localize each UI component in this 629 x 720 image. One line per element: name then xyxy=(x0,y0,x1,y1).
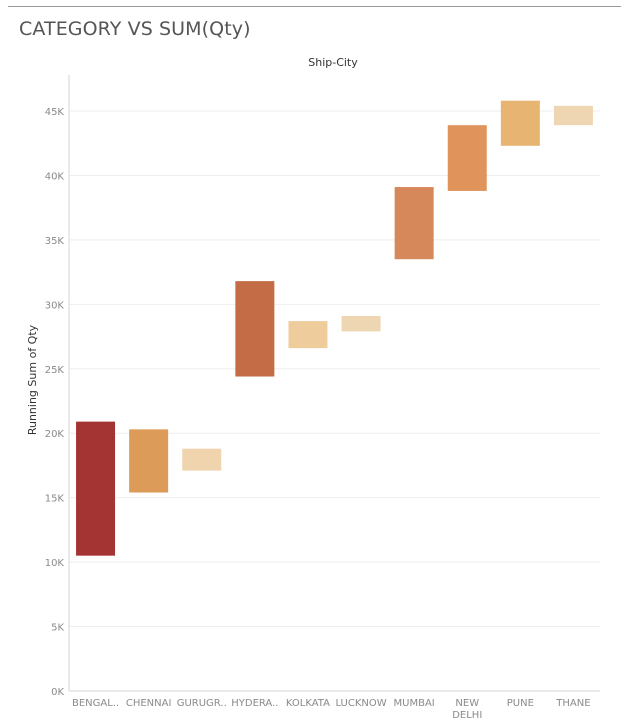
column-header: Ship-City xyxy=(308,56,358,69)
y-axis-label: Running Sum of Qty xyxy=(26,324,39,435)
bar[interactable] xyxy=(447,125,487,191)
labels: 0K 5K 10K 15K 20K 25K 30K 35K 40K 45K BENGAL.. CHEN… xyxy=(45,107,591,720)
x-category-label: NEW xyxy=(455,698,479,709)
x-category-label: BENGAL.. xyxy=(72,698,119,709)
x-category-label: MUMBAI xyxy=(394,698,435,709)
x-category-label: PUNE xyxy=(507,698,534,709)
axes xyxy=(68,75,600,692)
top-divider xyxy=(8,6,621,7)
bar[interactable] xyxy=(76,421,116,556)
x-category-label: HYDERA.. xyxy=(231,698,278,709)
x-category-label: KOLKATA xyxy=(286,698,330,709)
bar[interactable] xyxy=(288,321,328,349)
x-category-label: DELHI xyxy=(452,710,482,720)
y-tick-label: 5K xyxy=(51,623,64,634)
x-category-label: CHENNAI xyxy=(126,698,172,709)
y-tick-label: 35K xyxy=(45,236,65,247)
chart-title: CATEGORY VS SUM(Qty) xyxy=(19,18,251,40)
bar[interactable] xyxy=(182,448,222,471)
bar[interactable] xyxy=(553,105,593,126)
y-tick-label: 30K xyxy=(45,300,65,311)
gridlines xyxy=(69,110,600,628)
bar[interactable] xyxy=(129,429,169,493)
x-category-label: LUCKNOW xyxy=(335,698,386,709)
bars xyxy=(76,100,593,556)
y-tick-label: 45K xyxy=(45,107,65,118)
bar[interactable] xyxy=(394,187,434,260)
bar[interactable] xyxy=(235,281,275,377)
bar[interactable] xyxy=(500,100,540,146)
y-tick-label: 0K xyxy=(51,687,64,698)
y-tick-label: 25K xyxy=(45,365,65,376)
y-tick-label: 15K xyxy=(45,494,65,505)
bar[interactable] xyxy=(341,315,381,332)
y-tick-label: 20K xyxy=(45,429,65,440)
x-category-label: THANE xyxy=(555,698,590,709)
y-tick-label: 10K xyxy=(45,558,65,569)
y-tick-label: 40K xyxy=(45,171,65,182)
x-category-label: GURUGR.. xyxy=(177,698,227,709)
